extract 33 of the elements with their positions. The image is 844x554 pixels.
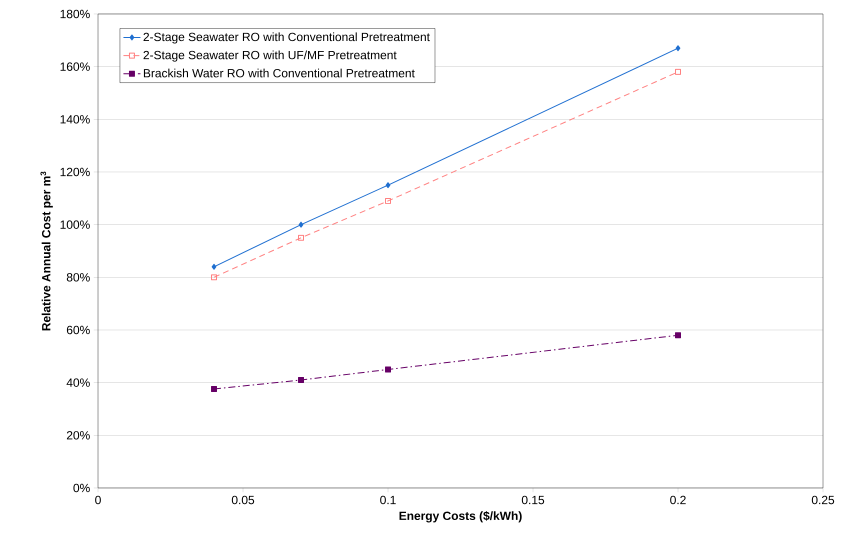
legend-label: 2-Stage Seawater RO with UF/MF Pretreatment xyxy=(144,50,397,62)
point xyxy=(676,45,680,52)
x-axis-title: Energy Costs ($/kWh) xyxy=(400,511,522,522)
point xyxy=(211,274,217,280)
y-tick-label: 40% xyxy=(66,378,90,387)
point xyxy=(675,332,681,338)
point xyxy=(385,366,391,372)
y-tick-label: 120% xyxy=(60,168,90,176)
y-tick-label: 160% xyxy=(60,62,90,71)
x-tick-label: 0 xyxy=(95,496,101,504)
point xyxy=(386,182,390,188)
point xyxy=(675,68,681,75)
y-tick-label: 80% xyxy=(66,273,90,282)
y-tick-label: 0% xyxy=(73,484,90,492)
x-tick-label: 0.15 xyxy=(522,496,544,504)
x-tick-label: 0.05 xyxy=(232,496,254,504)
x-tick-label: 0.2 xyxy=(670,496,686,504)
x-tick-label: 0.1 xyxy=(380,496,396,504)
y-tick-label: 140% xyxy=(60,115,90,124)
point xyxy=(211,386,217,392)
point xyxy=(212,264,216,270)
x-tick-label: 0.25 xyxy=(812,496,834,504)
y-tick-label: 60% xyxy=(66,326,90,334)
legend-label: 2-Stage Seawater RO with Conventional Pretreatment xyxy=(144,32,430,44)
y-axis-title: Relative Annual Cost per m$^{3}$ xyxy=(40,172,53,330)
point xyxy=(298,234,304,241)
point xyxy=(385,198,391,204)
y-tick-label: 20% xyxy=(66,431,90,440)
point xyxy=(298,377,304,384)
y-tick-label: 100% xyxy=(60,220,90,229)
point xyxy=(298,222,304,228)
legend-label: Brackish Water RO with Conventional Pretreatment xyxy=(144,68,415,78)
y-tick-label: 180% xyxy=(60,10,90,18)
